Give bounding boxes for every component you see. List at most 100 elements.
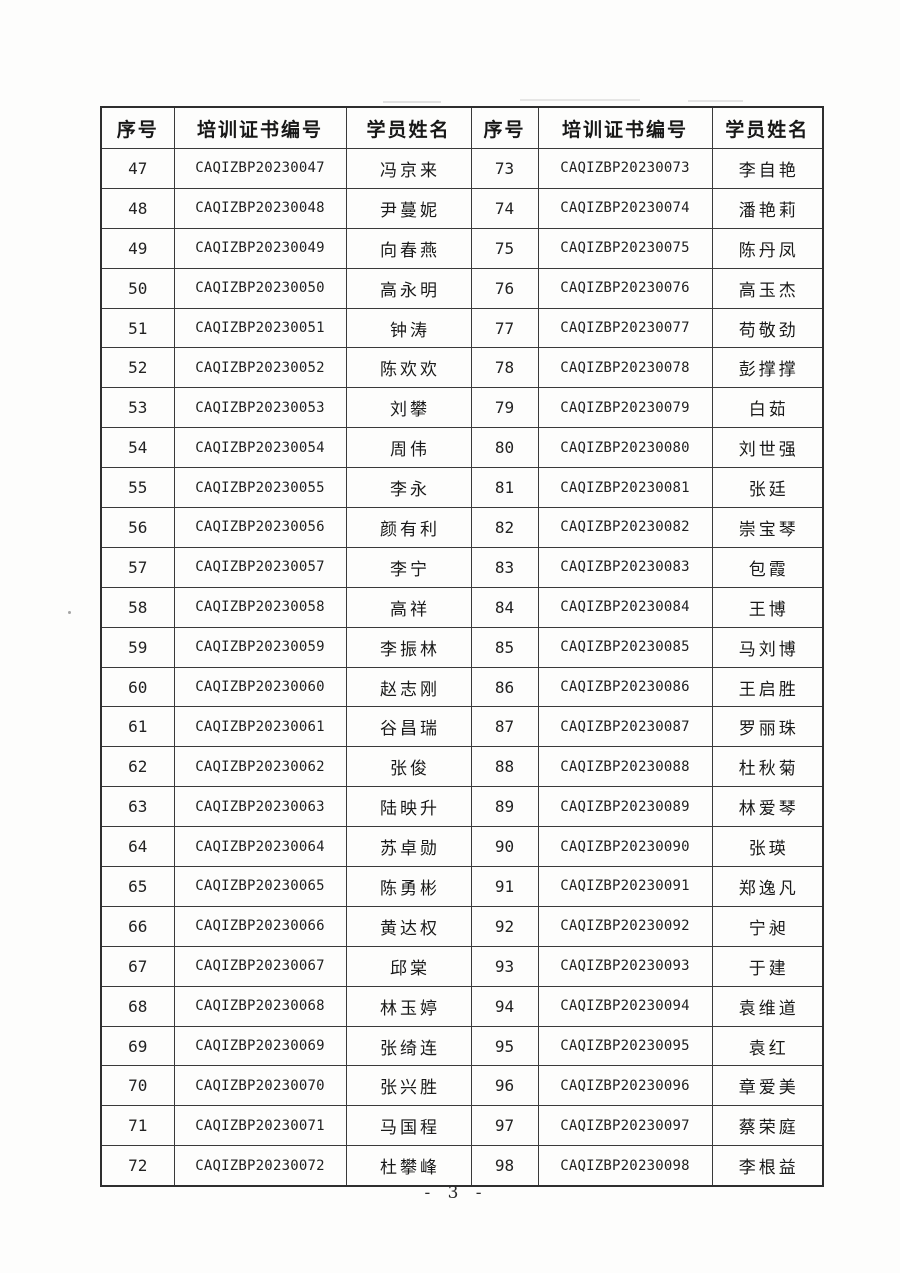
certificate-cell: CAQIZBP20230091 xyxy=(537,866,713,907)
table-row: 70 CAQIZBP20230070 张兴胜 96 CAQIZBP2023009… xyxy=(100,1065,824,1107)
serial-cell: 93 xyxy=(470,945,539,987)
serial-cell: 96 xyxy=(470,1065,539,1107)
certificate-cell: CAQIZBP20230069 xyxy=(173,1025,347,1067)
scan-speck xyxy=(68,611,71,614)
name-cell: 苟敬劲 xyxy=(711,307,824,349)
name-cell: 马刘博 xyxy=(711,626,824,668)
serial-cell: 61 xyxy=(100,706,175,748)
header-serial-right: 序号 xyxy=(470,106,539,149)
certificate-cell: CAQIZBP20230089 xyxy=(537,786,713,828)
certificate-cell: CAQIZBP20230080 xyxy=(537,427,713,469)
serial-cell: 75 xyxy=(470,227,539,269)
name-cell: 郑逸凡 xyxy=(711,866,824,907)
name-cell: 李根益 xyxy=(711,1145,824,1187)
name-cell: 陈欢欢 xyxy=(345,347,472,389)
name-cell: 尹蔓妮 xyxy=(345,187,472,229)
certificate-cell: CAQIZBP20230078 xyxy=(537,347,713,389)
trainee-certificate-table: 序号 培训证书编号 学员姓名 序号 培训证书编号 学员姓名 47 CAQIZBP… xyxy=(100,106,824,1188)
serial-cell: 65 xyxy=(100,866,175,907)
name-cell: 李宁 xyxy=(345,546,472,588)
name-cell: 王启胜 xyxy=(711,666,824,708)
table-row: 62 CAQIZBP20230062 张俊 88 CAQIZBP20230088… xyxy=(100,746,824,788)
serial-cell: 58 xyxy=(100,586,175,628)
certificate-cell: CAQIZBP20230054 xyxy=(173,427,347,469)
certificate-cell: CAQIZBP20230051 xyxy=(173,307,347,349)
name-cell: 李自艳 xyxy=(711,148,824,189)
certificate-cell: CAQIZBP20230079 xyxy=(537,387,713,429)
certificate-cell: CAQIZBP20230049 xyxy=(173,227,347,269)
name-cell: 张廷 xyxy=(711,467,824,509)
certificate-cell: CAQIZBP20230048 xyxy=(173,187,347,229)
serial-cell: 80 xyxy=(470,427,539,469)
table-row: 56 CAQIZBP20230056 颜有利 82 CAQIZBP2023008… xyxy=(100,507,824,548)
name-cell: 张兴胜 xyxy=(345,1065,472,1107)
certificate-cell: CAQIZBP20230062 xyxy=(173,746,347,788)
name-cell: 陈丹凤 xyxy=(711,227,824,269)
certificate-cell: CAQIZBP20230064 xyxy=(173,826,347,868)
name-cell: 蔡荣庭 xyxy=(711,1105,824,1147)
certificate-cell: CAQIZBP20230060 xyxy=(173,666,347,708)
certificate-cell: CAQIZBP20230086 xyxy=(537,666,713,708)
serial-cell: 86 xyxy=(470,666,539,708)
table-row: 49 CAQIZBP20230049 向春燕 75 CAQIZBP2023007… xyxy=(100,227,824,269)
name-cell: 黄达权 xyxy=(345,905,472,947)
serial-cell: 94 xyxy=(470,985,539,1027)
scan-artifact xyxy=(383,101,441,103)
certificate-cell: CAQIZBP20230077 xyxy=(537,307,713,349)
serial-cell: 68 xyxy=(100,985,175,1027)
serial-cell: 89 xyxy=(470,786,539,828)
table-row: 52 CAQIZBP20230052 陈欢欢 78 CAQIZBP2023007… xyxy=(100,347,824,389)
certificate-cell: CAQIZBP20230071 xyxy=(173,1105,347,1147)
name-cell: 杜秋菊 xyxy=(711,746,824,788)
table-row: 57 CAQIZBP20230057 李宁 83 CAQIZBP20230083… xyxy=(100,546,824,588)
serial-cell: 95 xyxy=(470,1025,539,1067)
serial-cell: 67 xyxy=(100,945,175,987)
serial-cell: 84 xyxy=(470,586,539,628)
table-row: 58 CAQIZBP20230058 高祥 84 CAQIZBP20230084… xyxy=(100,586,824,628)
serial-cell: 62 xyxy=(100,746,175,788)
certificate-cell: CAQIZBP20230084 xyxy=(537,586,713,628)
certificate-cell: CAQIZBP20230058 xyxy=(173,586,347,628)
certificate-cell: CAQIZBP20230085 xyxy=(537,626,713,668)
name-cell: 宁昶 xyxy=(711,905,824,947)
certificate-cell: CAQIZBP20230092 xyxy=(537,905,713,947)
serial-cell: 50 xyxy=(100,267,175,309)
certificate-cell: CAQIZBP20230070 xyxy=(173,1065,347,1107)
serial-cell: 81 xyxy=(470,467,539,509)
certificate-cell: CAQIZBP20230090 xyxy=(537,826,713,868)
name-cell: 陆映升 xyxy=(345,786,472,828)
table-body: 47 CAQIZBP20230047 冯京来 73 CAQIZBP2023007… xyxy=(100,148,824,1187)
name-cell: 潘艳莉 xyxy=(711,187,824,229)
name-cell: 赵志刚 xyxy=(345,666,472,708)
name-cell: 高玉杰 xyxy=(711,267,824,309)
serial-cell: 77 xyxy=(470,307,539,349)
scan-artifact xyxy=(688,100,743,102)
certificate-cell: CAQIZBP20230056 xyxy=(173,507,347,548)
table-row: 53 CAQIZBP20230053 刘攀 79 CAQIZBP20230079… xyxy=(100,387,824,429)
table-row: 64 CAQIZBP20230064 苏卓勋 90 CAQIZBP2023009… xyxy=(100,826,824,868)
certificate-cell: CAQIZBP20230061 xyxy=(173,706,347,748)
name-cell: 邱棠 xyxy=(345,945,472,987)
name-cell: 钟涛 xyxy=(345,307,472,349)
serial-cell: 97 xyxy=(470,1105,539,1147)
serial-cell: 48 xyxy=(100,187,175,229)
name-cell: 刘攀 xyxy=(345,387,472,429)
certificate-cell: CAQIZBP20230076 xyxy=(537,267,713,309)
serial-cell: 52 xyxy=(100,347,175,389)
serial-cell: 85 xyxy=(470,626,539,668)
name-cell: 于建 xyxy=(711,945,824,987)
name-cell: 高祥 xyxy=(345,586,472,628)
table-row: 60 CAQIZBP20230060 赵志刚 86 CAQIZBP2023008… xyxy=(100,666,824,708)
serial-cell: 72 xyxy=(100,1145,175,1187)
name-cell: 颜有利 xyxy=(345,507,472,548)
certificate-cell: CAQIZBP20230053 xyxy=(173,387,347,429)
certificate-cell: CAQIZBP20230066 xyxy=(173,905,347,947)
table-row: 50 CAQIZBP20230050 高永明 76 CAQIZBP2023007… xyxy=(100,267,824,309)
name-cell: 向春燕 xyxy=(345,227,472,269)
certificate-cell: CAQIZBP20230087 xyxy=(537,706,713,748)
serial-cell: 98 xyxy=(470,1145,539,1187)
serial-cell: 63 xyxy=(100,786,175,828)
table-row: 67 CAQIZBP20230067 邱棠 93 CAQIZBP20230093… xyxy=(100,945,824,987)
certificate-cell: CAQIZBP20230067 xyxy=(173,945,347,987)
